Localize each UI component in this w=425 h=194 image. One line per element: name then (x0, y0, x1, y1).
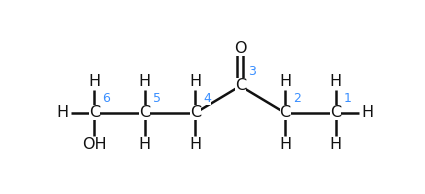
Text: C: C (89, 106, 100, 120)
Text: 4: 4 (203, 92, 211, 105)
Text: C: C (235, 79, 246, 94)
Text: H: H (279, 74, 291, 89)
Text: 6: 6 (102, 92, 110, 105)
Text: H: H (189, 137, 201, 152)
Text: 3: 3 (248, 65, 256, 78)
Text: H: H (279, 137, 291, 152)
Text: OH: OH (82, 137, 107, 152)
Text: H: H (88, 74, 100, 89)
Text: H: H (189, 74, 201, 89)
Text: C: C (139, 106, 150, 120)
Text: 2: 2 (293, 92, 301, 105)
Text: C: C (280, 106, 291, 120)
Text: 1: 1 (343, 92, 351, 105)
Text: H: H (330, 137, 342, 152)
Text: C: C (330, 106, 341, 120)
Text: H: H (139, 74, 151, 89)
Text: H: H (330, 74, 342, 89)
Text: H: H (139, 137, 151, 152)
Text: 5: 5 (153, 92, 161, 105)
Text: H: H (361, 106, 373, 120)
Text: O: O (234, 41, 246, 56)
Text: C: C (190, 106, 201, 120)
Text: H: H (57, 106, 69, 120)
